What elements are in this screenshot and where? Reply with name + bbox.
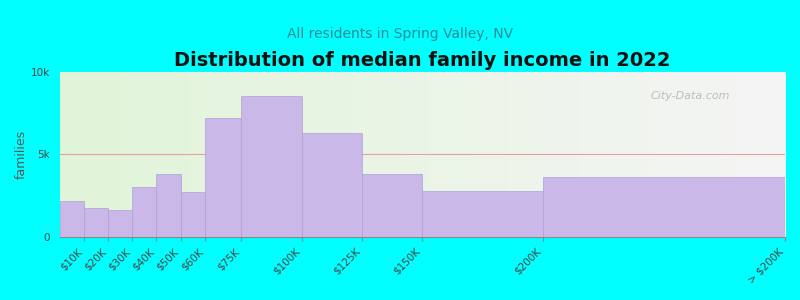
Bar	[302, 133, 362, 237]
Bar	[362, 174, 422, 237]
Bar	[241, 96, 302, 237]
Title: Distribution of median family income in 2022: Distribution of median family income in …	[174, 51, 670, 70]
Bar	[181, 192, 205, 237]
Bar	[543, 178, 785, 237]
Bar	[205, 118, 241, 237]
Bar	[422, 191, 543, 237]
Text: All residents in Spring Valley, NV: All residents in Spring Valley, NV	[287, 27, 513, 41]
Bar	[157, 174, 181, 237]
Bar	[132, 188, 157, 237]
Y-axis label: families: families	[15, 130, 28, 179]
Text: City-Data.com: City-Data.com	[651, 92, 730, 101]
Bar	[84, 208, 108, 237]
Bar	[60, 201, 84, 237]
Bar	[108, 210, 132, 237]
